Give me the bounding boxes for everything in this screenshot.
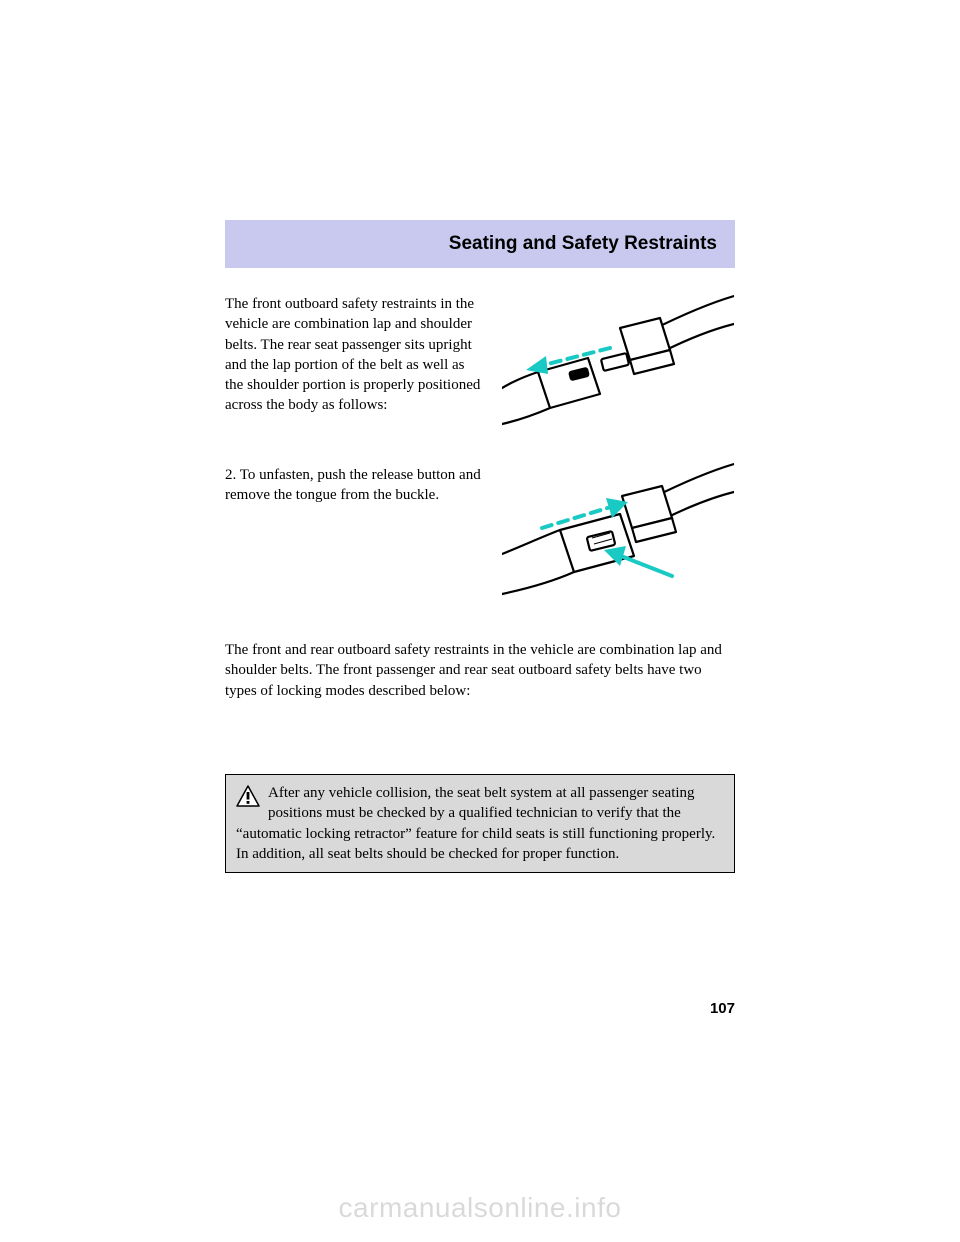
section-header-title: Seating and Safety Restraints	[449, 233, 717, 255]
warning-callout: After any vehicle collision, the seat be…	[225, 774, 735, 873]
belt-tongue-icon	[601, 318, 674, 374]
section-header-bar: Seating and Safety Restraints	[225, 220, 735, 268]
seatbelt-fasten-illustration	[502, 458, 734, 628]
belt-buckle-icon	[538, 358, 600, 408]
page-number: 107	[710, 1000, 735, 1017]
manual-page: Seating and Safety Restraints	[0, 0, 960, 1242]
belt-buckle-icon	[560, 514, 634, 572]
watermark-text: carmanualsonline.info	[0, 1192, 960, 1224]
locking-modes-paragraph: The front and rear outboard safety restr…	[225, 640, 735, 701]
step-1-text: The front outboard safety restraints in …	[225, 294, 485, 416]
seatbelt-unfasten-illustration	[502, 290, 734, 440]
step-2-text: 2. To unfasten, push the release button …	[225, 465, 485, 506]
belt-tongue-icon	[622, 486, 676, 542]
warning-triangle-icon	[236, 785, 260, 807]
warning-text: After any vehicle collision, the seat be…	[236, 785, 715, 862]
